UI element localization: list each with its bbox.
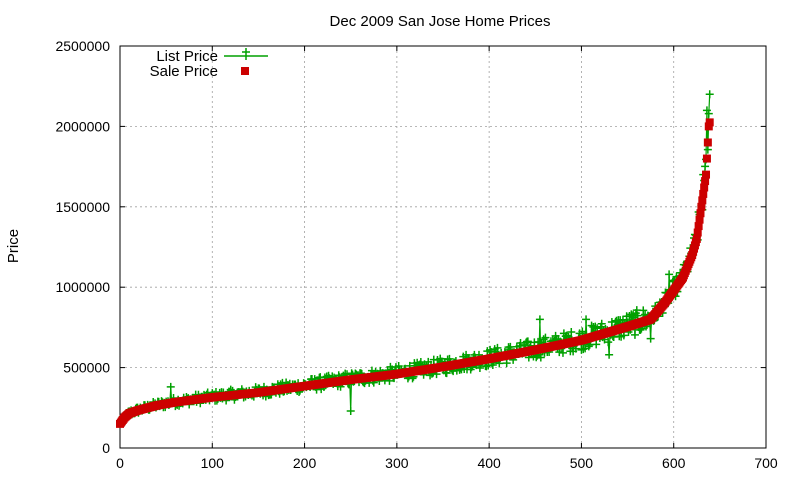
list-price-point [166,382,175,391]
y-tick-label: 0 [102,440,110,456]
list-price-point [639,306,648,315]
list-price-point [475,363,484,372]
y-tick-label: 2500000 [55,38,110,54]
y-tick-label: 2000000 [55,118,110,134]
x-tick-label: 600 [662,455,686,471]
legend-label-list-price: List Price [156,48,218,65]
list-price-point [535,315,544,324]
sale-price-point [702,154,711,163]
plot-frame [119,45,767,449]
list-price-point [587,321,596,330]
sale-price-point [701,177,710,186]
sale-price-point [698,196,707,205]
list-price-point [582,315,591,324]
list-price-point [704,109,713,118]
list-price-point [539,335,548,344]
list-price-point [646,334,655,343]
x-tick-label: 700 [754,455,778,471]
list-price-point [346,407,355,416]
sale-price-point [699,189,708,198]
list-price-point [581,344,590,353]
list-price-point [541,333,550,342]
legend: List Price Sale Price [150,48,268,80]
list-price-point [592,340,601,349]
list-price-point [502,359,511,368]
sale-price-point [702,170,711,179]
list-price-point [605,350,614,359]
sale-price-point [692,234,701,243]
list-price-point [630,330,639,339]
legend-marker-sale-price [241,67,249,75]
list-price-point [604,338,613,347]
sale-price-point [696,209,705,218]
sale-price-series [116,118,714,428]
sale-price-point [704,122,713,131]
sale-price-point [694,222,703,231]
sale-price-point [705,118,714,127]
list-price-point [567,328,576,337]
list-price-series [116,90,714,428]
legend-marker-list-price [242,48,250,60]
list-price-point [597,319,606,328]
list-price-point [701,162,710,171]
list-price-point [618,315,627,324]
legend-label-sale-price: Sale Price [150,63,218,80]
x-tick-label: 300 [385,455,409,471]
y-tick-label: 500000 [63,360,110,376]
list-price-point [562,331,571,340]
sale-price-point [700,183,709,192]
list-price-point [578,327,587,336]
sale-price-point [703,138,712,147]
x-tick-label: 0 [116,455,124,471]
sale-price-point [697,202,706,211]
y-tick-label: 1000000 [55,279,110,295]
list-price-point [703,145,712,154]
list-price-point [493,343,502,352]
list-price-point [558,348,567,357]
grid [120,46,766,448]
list-price-point [523,337,532,346]
y-axis-label: Price [5,229,22,263]
list-price-point [536,353,545,362]
list-price-point [584,342,593,351]
x-tick-label: 500 [570,455,594,471]
sale-price-point [695,215,704,224]
list-price-point [577,345,586,354]
axis-ticks: 0 100 200 300 400 500 600 700 0 500000 1000000 1500… [55,38,777,471]
y-tick-label: 1500000 [55,199,110,215]
list-price-point [522,338,531,347]
x-tick-label: 200 [293,455,317,471]
x-tick-label: 400 [477,455,501,471]
x-tick-label: 100 [201,455,225,471]
chart-title: Dec 2009 San Jose Home Prices [330,13,551,30]
list-price-point [665,270,674,279]
sale-price-point [693,228,702,237]
list-price-point [705,90,714,99]
